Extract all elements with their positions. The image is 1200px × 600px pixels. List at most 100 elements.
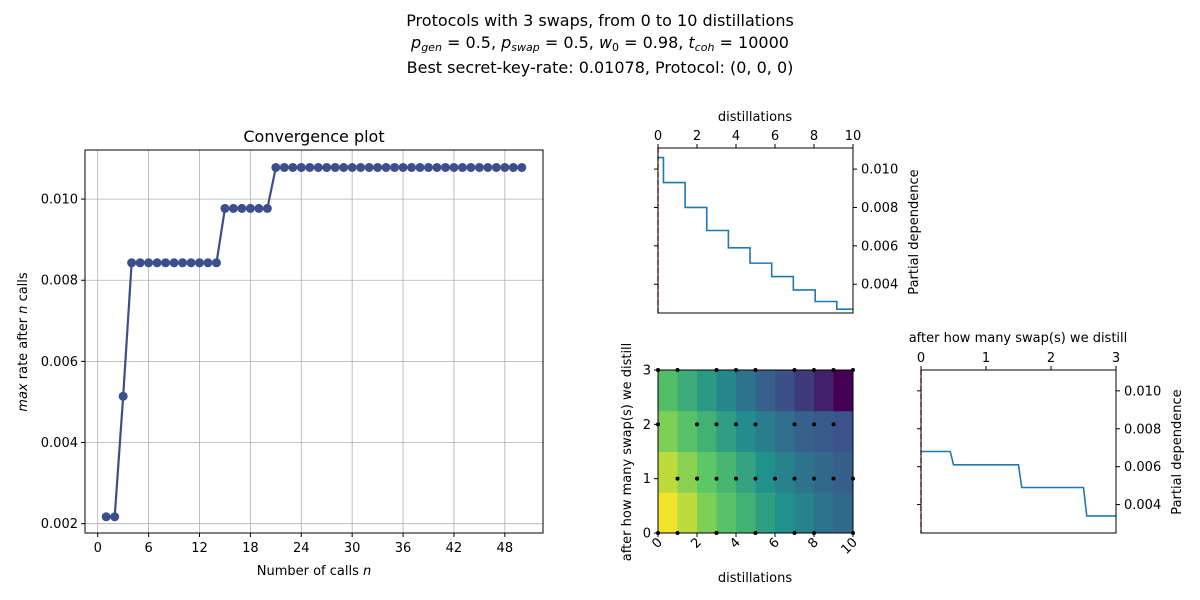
convergence-point (517, 162, 527, 172)
pd-distillations-ytick-label: 0.010 (861, 163, 898, 178)
heatmap-sample-point (773, 476, 777, 481)
heatmap-xtick-label: 10 (839, 535, 861, 557)
convergence-point (152, 258, 162, 268)
convergence-point (330, 162, 340, 172)
convergence-point (339, 162, 349, 172)
convergence-point (415, 162, 425, 172)
pd-swaps-xtick-label: 0 (917, 351, 925, 366)
heatmap-ytick-label: 0 (643, 527, 651, 542)
heatmap-cell (697, 451, 717, 493)
convergence-point (254, 203, 264, 213)
convergence-point (457, 162, 467, 172)
convergence-point (398, 162, 408, 172)
heatmap-cell (775, 451, 795, 493)
heatmap-sample-point (695, 422, 699, 427)
pd-swaps-ytick-label: 0.006 (1124, 460, 1161, 475)
heatmap-cell (833, 451, 854, 493)
convergence-point (101, 512, 111, 522)
heatmap-cell (775, 492, 795, 534)
convergence-point (432, 162, 442, 172)
heatmap-cell (658, 370, 678, 412)
heatmap-sample-point (812, 422, 816, 427)
heatmap-cell (833, 492, 854, 534)
convergence-point (424, 162, 433, 172)
convergence-point (195, 258, 204, 268)
pd-distillations-xlabel: distillations (718, 110, 792, 125)
convergence-ytick-label: 0.004 (41, 436, 78, 451)
convergence-xtick-label: 12 (191, 541, 208, 556)
convergence-point (305, 162, 315, 172)
heatmap-cell (814, 370, 834, 412)
convergence-point (161, 258, 171, 268)
pd-distillations-xtick-label: 0 (654, 129, 662, 144)
pd-swaps-title: after how many swap(s) we distill (909, 331, 1128, 346)
pd-swaps-xtick-label: 1 (982, 351, 990, 366)
convergence-ytick-label: 0.002 (41, 517, 78, 532)
convergence-point (169, 258, 179, 268)
convergence-point (288, 162, 298, 172)
convergence-point (313, 162, 323, 172)
heatmap-cell (736, 370, 756, 412)
heatmap-xtick-label: 0 (649, 535, 665, 551)
convergence-point (262, 203, 272, 213)
convergence-point (144, 258, 154, 268)
convergence-ytick-label: 0.006 (41, 355, 78, 370)
convergence-plot: Convergence plot 0 6 12 18 24 30 36 42 48 0.002 0.… (16, 127, 544, 579)
convergence-point (440, 162, 450, 172)
convergence-point (508, 162, 518, 172)
heatmap-cell (716, 370, 737, 412)
heatmap-cell (794, 451, 815, 493)
convergence-ytick-label: 0.008 (41, 274, 78, 289)
convergence-point (228, 203, 238, 213)
heatmap-sample-point (792, 422, 797, 427)
convergence-point (245, 203, 255, 213)
convergence-title: Convergence plot (243, 127, 384, 146)
heatmap-sample-point (734, 476, 738, 481)
pd-distillations-ylabel: Partial dependence (907, 169, 922, 294)
convergence-point (500, 162, 510, 172)
convergence-point (203, 258, 213, 268)
pd-heatmap-ylabel: after how many swap(s) we distill (620, 343, 635, 562)
pd-swaps-plot: after how many swap(s) we distill 0 1 2 3 0.… (909, 331, 1185, 534)
pd-swaps-xtick-label: 2 (1047, 351, 1055, 366)
convergence-xtick-label: 0 (94, 541, 102, 556)
heatmap-cell (755, 451, 776, 493)
convergence-point (322, 162, 332, 172)
pd-swaps-ytick-label: 0.004 (1124, 498, 1161, 513)
pd-swaps-ytick-label: 0.008 (1124, 422, 1161, 437)
heatmap-cell (677, 410, 698, 452)
heatmap-cell (755, 370, 776, 412)
heatmap-cell (697, 370, 717, 412)
heatmap-cell (716, 492, 737, 534)
heatmap-xtick-label: 8 (805, 535, 821, 551)
convergence-point (390, 162, 400, 172)
pd-distillations-line (658, 156, 853, 310)
heatmap-cell (814, 451, 834, 493)
convergence-xlabel: Number of calls n (257, 564, 372, 579)
convergence-ylabel: max rate after n calls (16, 272, 31, 412)
convergence-point (347, 162, 357, 172)
heatmap-sample-point (695, 476, 699, 481)
heatmap-cell (833, 410, 854, 452)
heatmap-cell (755, 492, 776, 534)
heatmap-cell (716, 451, 737, 493)
heatmap-cell (794, 410, 815, 452)
heatmap-cell (677, 370, 698, 412)
heatmap-cell (658, 451, 678, 493)
heatmap-cell (736, 492, 756, 534)
convergence-point (483, 162, 493, 172)
convergence-point (381, 162, 391, 172)
pd-swaps-xtick-label: 3 (1112, 351, 1120, 366)
convergence-point (271, 162, 281, 172)
heatmap-cell (697, 410, 717, 452)
pd-distillations-xtick-label: 10 (845, 129, 862, 144)
pd-swaps-ytick-label: 0.010 (1124, 384, 1161, 399)
heatmap-cell (794, 492, 815, 534)
convergence-xtick-label: 6 (144, 541, 152, 556)
heatmap-cell (814, 410, 834, 452)
convergence-point (491, 162, 501, 172)
pd-swaps-frame (920, 369, 1117, 534)
heatmap-cell (736, 410, 756, 452)
convergence-point (110, 512, 120, 522)
